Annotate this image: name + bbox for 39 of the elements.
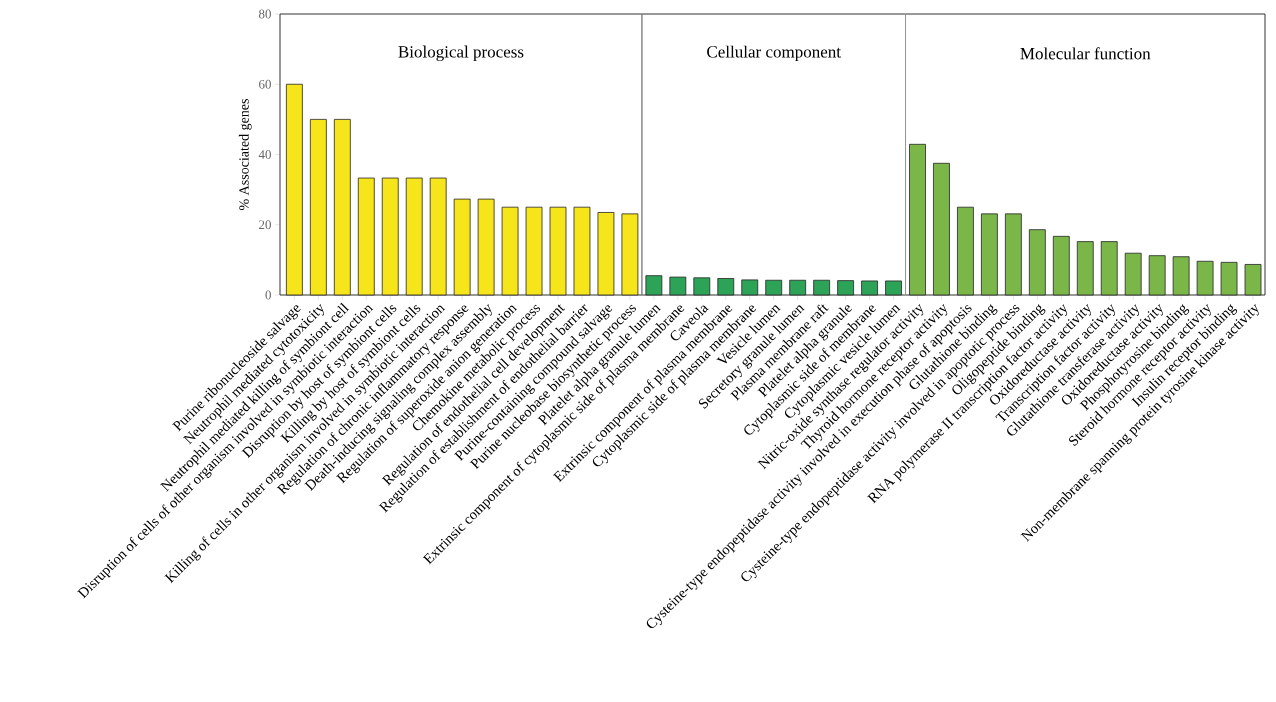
y-tick-label: 20 [259,220,271,230]
bar [1220,261,1238,296]
bar [405,177,423,296]
bar [1100,241,1118,296]
bar [1172,256,1190,296]
text: Cellular component [707,45,841,62]
y-axis-title: % Associated genes [238,99,252,210]
bar [1196,260,1214,296]
bar [285,83,303,296]
bar [357,177,375,296]
bar [453,198,471,296]
y-tick-label: 0 [265,290,271,300]
bar [909,143,926,296]
bar [933,162,950,296]
bar [1052,235,1070,296]
bar [525,206,543,296]
bar [309,118,327,296]
bar [1028,229,1046,296]
bar [1004,213,1022,296]
bar [477,198,495,296]
bar [981,213,998,296]
y-tick-label: 60 [259,79,271,89]
bar [429,177,447,296]
bar [1244,264,1262,296]
bar [1124,252,1142,296]
bar [501,206,519,296]
text: Molecular function [1020,47,1151,60]
bar [333,118,351,296]
bar [1148,255,1166,296]
bar [1076,241,1094,296]
bar [573,206,591,296]
bar [597,212,615,296]
y-tick-label: 80 [258,9,271,19]
bar [549,206,567,296]
y-tick-label: 40 [258,150,271,159]
bar [621,213,639,296]
bar [957,206,974,296]
bar [381,177,399,296]
text: Biological process [398,45,524,62]
